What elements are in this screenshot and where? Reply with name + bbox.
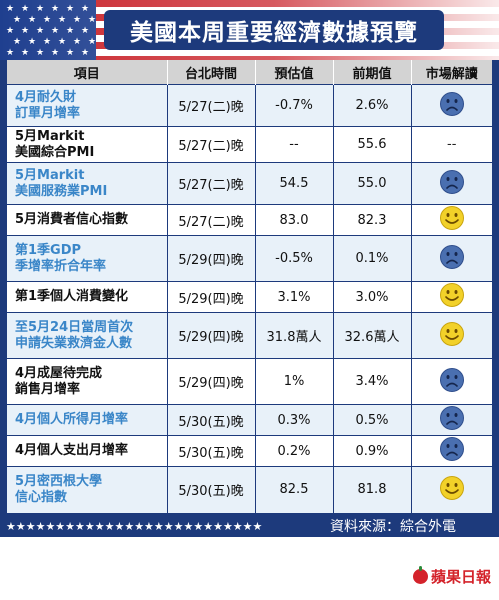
- indicator-name: 5月Markit 美國服務業PMI: [7, 162, 168, 205]
- market-reading: [411, 435, 492, 467]
- happy-face-icon: [439, 205, 465, 235]
- sad-face-icon: [439, 244, 465, 274]
- indicator-name: 第1季GDP 季增率折合年率: [7, 235, 168, 282]
- market-reading: [411, 404, 492, 436]
- table-row: 4月個人所得月增率 5/30(五)晚 0.3% 0.5%: [7, 404, 492, 436]
- col-header-forecast: 預估值: [255, 60, 334, 85]
- table-row: 5月密西根大學 信心指數 5/30(五)晚 82.5 81.8: [7, 466, 492, 513]
- previous-value: 55.6: [333, 126, 412, 163]
- forecast-value: 0.2%: [255, 435, 334, 467]
- infographic-panel: ★★★★★★★★★★★★★★★★★★★★★★★★★★★★★★ 美國本周重要經濟數…: [0, 0, 499, 537]
- brand-name: 蘋果日報: [430, 567, 491, 586]
- table-header-row: 項目 台北時間 預估值 前期值 市場解讀: [7, 60, 492, 85]
- forecast-value: -0.5%: [255, 235, 334, 282]
- table-row: 至5月24日當周首次 申請失業救濟金人數 5/29(四)晚 31.8萬人 32.6萬人: [7, 312, 492, 359]
- forecast-value: 0.3%: [255, 404, 334, 436]
- previous-value: 81.8: [333, 466, 412, 513]
- table-row: 第1季個人消費變化 5/29(四)晚 3.1% 3.0%: [7, 281, 492, 313]
- indicator-name: 5月消費者信心指數: [7, 204, 168, 236]
- indicator-name: 4月個人支出月增率: [7, 435, 168, 467]
- forecast-value: -0.7%: [255, 84, 334, 127]
- sad-face-icon: [439, 91, 465, 121]
- indicator-name: 至5月24日當周首次 申請失業救濟金人數: [7, 312, 168, 359]
- previous-value: 0.1%: [333, 235, 412, 282]
- happy-face-icon: [439, 282, 465, 312]
- forecast-value: 83.0: [255, 204, 334, 236]
- table-row: 5月消費者信心指數 5/27(二)晚 83.0 82.3: [7, 204, 492, 236]
- release-time: 5/29(四)晚: [167, 235, 256, 282]
- table-row: 4月個人支出月增率 5/30(五)晚 0.2% 0.9%: [7, 435, 492, 467]
- release-time: 5/29(四)晚: [167, 281, 256, 313]
- col-header-time: 台北時間: [167, 60, 256, 85]
- previous-value: 3.0%: [333, 281, 412, 313]
- forecast-value: 82.5: [255, 466, 334, 513]
- economic-data-table: 項目 台北時間 預估值 前期值 市場解讀 4月耐久財 訂單月增率 5/27(二)晚 -…: [7, 60, 492, 513]
- brand-logo: 蘋果日報: [412, 565, 491, 586]
- table-row: 第1季GDP 季增率折合年率 5/29(四)晚 -0.5% 0.1%: [7, 235, 492, 282]
- release-time: 5/27(二)晚: [167, 84, 256, 127]
- forecast-value: 1%: [255, 358, 334, 405]
- star-divider: ★★★★★★★★★★★★★★★★★★★★★★★★★★: [6, 519, 263, 533]
- release-time: 5/27(二)晚: [167, 162, 256, 205]
- sad-face-icon: [439, 169, 465, 199]
- forecast-value: 3.1%: [255, 281, 334, 313]
- forecast-value: 54.5: [255, 162, 334, 205]
- indicator-name: 第1季個人消費變化: [7, 281, 168, 313]
- apple-logo-icon: [412, 565, 428, 584]
- col-header-previous: 前期值: [333, 60, 412, 85]
- release-time: 5/27(二)晚: [167, 204, 256, 236]
- sad-face-icon: [439, 405, 465, 435]
- table-row: 4月成屋待完成 銷售月增率 5/29(四)晚 1% 3.4%: [7, 358, 492, 405]
- source-note: 資料來源：綜合外電: [330, 519, 456, 535]
- col-header-reading: 市場解讀: [411, 60, 492, 85]
- indicator-name: 4月耐久財 訂單月增率: [7, 84, 168, 127]
- previous-value: 32.6萬人: [333, 312, 412, 359]
- table-row: 5月Markit 美國綜合PMI 5/27(二)晚 -- 55.6 --: [7, 126, 492, 163]
- previous-value: 0.5%: [333, 404, 412, 436]
- previous-value: 55.0: [333, 162, 412, 205]
- market-reading: [411, 235, 492, 282]
- previous-value: 3.4%: [333, 358, 412, 405]
- indicator-name: 5月密西根大學 信心指數: [7, 466, 168, 513]
- previous-value: 2.6%: [333, 84, 412, 127]
- forecast-value: --: [255, 126, 334, 163]
- title-box: 美國本周重要經濟數據預覽: [104, 10, 444, 50]
- release-time: 5/29(四)晚: [167, 312, 256, 359]
- footer-bar: ★★★★★★★★★★★★★★★★★★★★★★★★★★ 資料來源：綜合外電: [0, 515, 499, 537]
- previous-value: 82.3: [333, 204, 412, 236]
- market-reading: [411, 281, 492, 313]
- happy-face-icon: [439, 475, 465, 505]
- previous-value: 0.9%: [333, 435, 412, 467]
- market-reading: [411, 204, 492, 236]
- sad-face-icon: [439, 436, 465, 466]
- release-time: 5/30(五)晚: [167, 466, 256, 513]
- sad-face-icon: [439, 367, 465, 397]
- table-row: 4月耐久財 訂單月增率 5/27(二)晚 -0.7% 2.6%: [7, 84, 492, 127]
- indicator-name: 4月成屋待完成 銷售月增率: [7, 358, 168, 405]
- release-time: 5/30(五)晚: [167, 435, 256, 467]
- table-row: 5月Markit 美國服務業PMI 5/27(二)晚 54.5 55.0: [7, 162, 492, 205]
- market-reading: [411, 84, 492, 127]
- release-time: 5/29(四)晚: [167, 358, 256, 405]
- page-title: 美國本周重要經濟數據預覽: [130, 20, 418, 46]
- market-reading: [411, 312, 492, 359]
- market-reading: [411, 466, 492, 513]
- indicator-name: 5月Markit 美國綜合PMI: [7, 126, 168, 163]
- indicator-name: 4月個人所得月增率: [7, 404, 168, 436]
- market-reading: --: [411, 126, 492, 163]
- col-header-item: 項目: [7, 60, 168, 85]
- forecast-value: 31.8萬人: [255, 312, 334, 359]
- market-reading: [411, 162, 492, 205]
- market-reading: [411, 358, 492, 405]
- release-time: 5/27(二)晚: [167, 126, 256, 163]
- happy-face-icon: [439, 321, 465, 351]
- release-time: 5/30(五)晚: [167, 404, 256, 436]
